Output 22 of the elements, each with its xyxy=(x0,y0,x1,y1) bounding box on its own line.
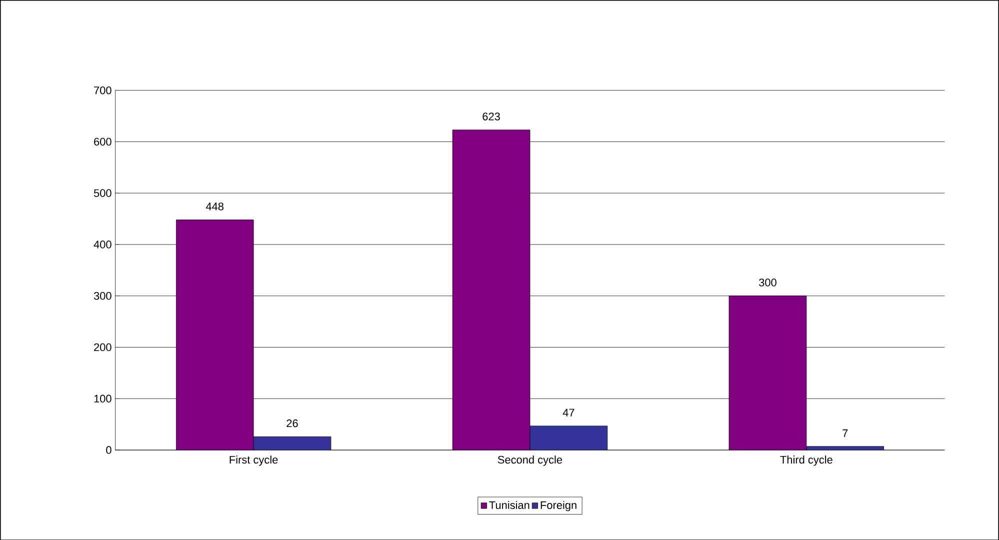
y-tick-label: 500 xyxy=(94,189,112,197)
data-label: 7 xyxy=(842,429,848,437)
y-tick-label: 600 xyxy=(94,138,112,146)
data-label: 300 xyxy=(759,278,776,286)
legend-label: Foreign xyxy=(540,500,576,512)
bar xyxy=(728,296,807,450)
x-tick-label: Second cycle xyxy=(498,455,562,466)
y-tick-label: 200 xyxy=(94,343,112,351)
y-tick-label: 400 xyxy=(94,240,112,248)
data-label: 26 xyxy=(286,419,298,427)
x-tick-label: Third cycle xyxy=(780,455,832,466)
x-tick-label: First cycle xyxy=(230,455,278,466)
y-tick-label: 700 xyxy=(94,86,112,94)
legend-label: Tunisian xyxy=(489,500,530,509)
y-tick-label: 300 xyxy=(94,292,112,300)
data-label: 47 xyxy=(562,408,574,416)
data-label: 623 xyxy=(482,112,500,120)
y-tick-label: 100 xyxy=(94,394,112,402)
bar xyxy=(176,219,254,450)
y-tick-label: 0 xyxy=(106,446,112,454)
bar xyxy=(452,130,530,450)
data-label: 448 xyxy=(206,202,224,210)
